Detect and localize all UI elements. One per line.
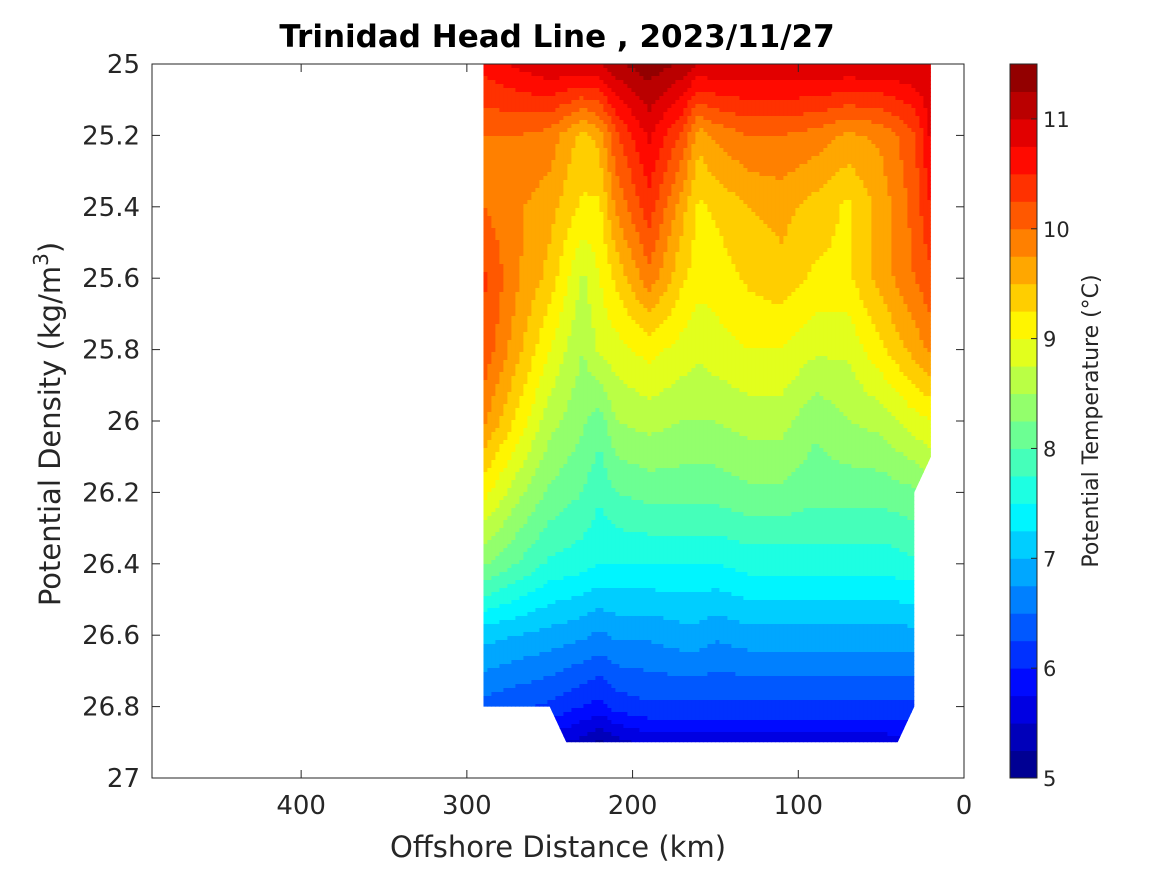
x-tick-label: 200 (608, 791, 658, 821)
colorbar-ticks: 5 6 7 8 9 10 11 (1031, 108, 1070, 791)
y-tick-label: 26.4 (82, 550, 140, 580)
colorbar-band (1010, 256, 1037, 285)
y-tick-label: 25.6 (82, 264, 140, 294)
colorbar-band (1010, 338, 1037, 367)
y-tick-label: 25.2 (82, 121, 140, 151)
colorbar-band (1010, 146, 1037, 175)
y-axis: 25 25.2 25.4 25.6 25.8 26 26.2 26.4 26.6 26.8 27 (82, 50, 964, 794)
y-tick-label: 26.2 (82, 478, 140, 508)
colorbar-band (1010, 118, 1037, 147)
x-tick-label: 100 (773, 791, 823, 821)
colorbar-label: Potential Temperature (°C) (1079, 274, 1104, 567)
colorbar-band (1010, 503, 1037, 532)
colorbar-band (1010, 640, 1037, 669)
colorbar-band (1010, 750, 1037, 779)
colorbar-band (1010, 448, 1037, 477)
colorbar-frame (1009, 63, 1038, 779)
y-tick-label: 27 (107, 764, 140, 794)
x-tick-label: 0 (956, 791, 973, 821)
y-tick-label: 26 (107, 407, 140, 437)
y-tick-label: 25.4 (82, 193, 140, 223)
colorbar-band (1010, 311, 1037, 340)
colorbar-band (1010, 366, 1037, 395)
colorbar-tick-label: 6 (1043, 657, 1056, 681)
colorbar-tick-label: 11 (1043, 108, 1070, 132)
colorbar-band (1010, 668, 1037, 697)
y-tick-label: 26.6 (82, 621, 140, 651)
y-axis-label: Potential Density (kg/m3) (29, 242, 67, 606)
colorbar-band (1010, 393, 1037, 422)
colorbar-band (1010, 558, 1037, 587)
colorbar-band (1010, 283, 1037, 312)
y-tick-label: 25 (107, 50, 140, 80)
colorbar-band (1010, 530, 1037, 559)
colorbar-tick-label: 9 (1043, 328, 1056, 352)
x-axis-label: Offshore Distance (km) (390, 830, 726, 864)
colorbar-band (1010, 64, 1037, 92)
x-tick-label: 400 (276, 791, 326, 821)
chart-title: Trinidad Head Line , 2023/11/27 (279, 19, 834, 55)
x-axis: 400 300 200 100 0 (276, 64, 972, 821)
x-tick-label: 300 (442, 791, 492, 821)
colorbar-band (1010, 585, 1037, 614)
colorbar-tick-label: 10 (1043, 218, 1070, 242)
colorbar-band (1010, 475, 1037, 504)
y-tick-label: 26.8 (82, 693, 140, 723)
colorbar-tick-label: 7 (1043, 547, 1056, 571)
colorbar-band (1010, 695, 1037, 724)
colorbar-band (1010, 723, 1037, 752)
colorbar-band (1010, 228, 1037, 257)
colorbar-band (1010, 91, 1037, 120)
colorbar-band (1010, 201, 1037, 230)
colorbar (1010, 64, 1037, 779)
temperature-field (483, 64, 931, 743)
colorbar-tick-label: 8 (1043, 437, 1056, 461)
colorbar-band (1010, 613, 1037, 642)
colorbar-tick-label: 5 (1043, 767, 1056, 791)
y-tick-label: 25.8 (82, 336, 140, 366)
colorbar-band (1010, 173, 1037, 202)
colorbar-band (1010, 421, 1037, 449)
